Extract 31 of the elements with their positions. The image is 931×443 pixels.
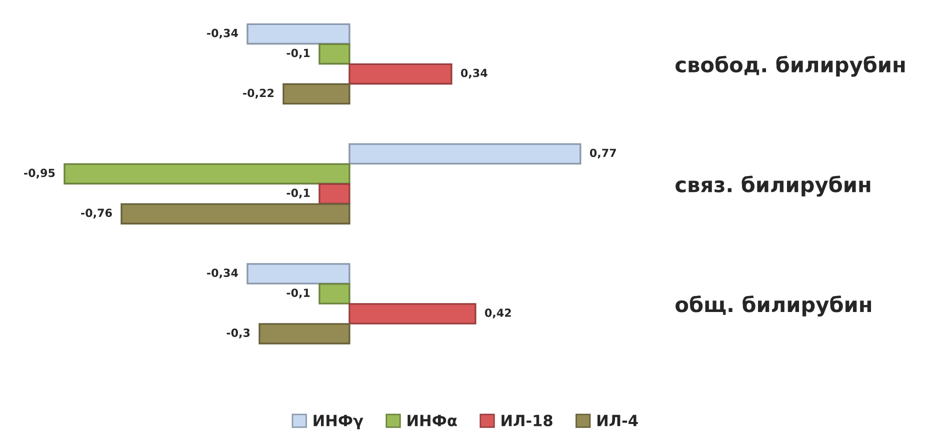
data-label: 0,77 bbox=[590, 148, 616, 159]
data-label: 0,34 bbox=[460, 68, 488, 79]
y-tick-label: свобод. билирубин bbox=[676, 56, 905, 77]
data-label: -0,1 bbox=[286, 288, 310, 298]
bar bbox=[246, 23, 350, 45]
bar bbox=[258, 323, 350, 344]
data-label: -0,22 bbox=[243, 88, 274, 99]
data-label: -0,34 bbox=[207, 268, 238, 278]
bar bbox=[318, 43, 350, 65]
legend-label: ИЛ-18 bbox=[502, 414, 552, 426]
bar bbox=[246, 263, 350, 284]
legend-label: ИНФγ bbox=[314, 414, 364, 430]
bar bbox=[348, 143, 582, 164]
bar bbox=[318, 183, 350, 204]
data-label: -0,76 bbox=[81, 208, 112, 218]
y-tick-label: общ. билирубин bbox=[676, 295, 872, 316]
bar bbox=[64, 163, 350, 184]
bar bbox=[348, 63, 452, 85]
bar bbox=[282, 83, 350, 105]
bar bbox=[318, 283, 350, 304]
data-label: -0,3 bbox=[226, 328, 250, 338]
bar bbox=[120, 203, 350, 224]
data-label: -0,1 bbox=[286, 188, 310, 198]
data-label: -0,1 bbox=[286, 48, 310, 59]
bar bbox=[348, 303, 476, 324]
data-label: -0,95 bbox=[24, 168, 55, 178]
legend-label: ИНФα bbox=[408, 414, 457, 426]
legend-label: ИЛ-4 bbox=[597, 414, 638, 426]
data-label: -0,34 bbox=[207, 28, 238, 39]
y-tick-label: связ. билирубин bbox=[676, 176, 870, 197]
data-label: 0,42 bbox=[484, 308, 511, 318]
